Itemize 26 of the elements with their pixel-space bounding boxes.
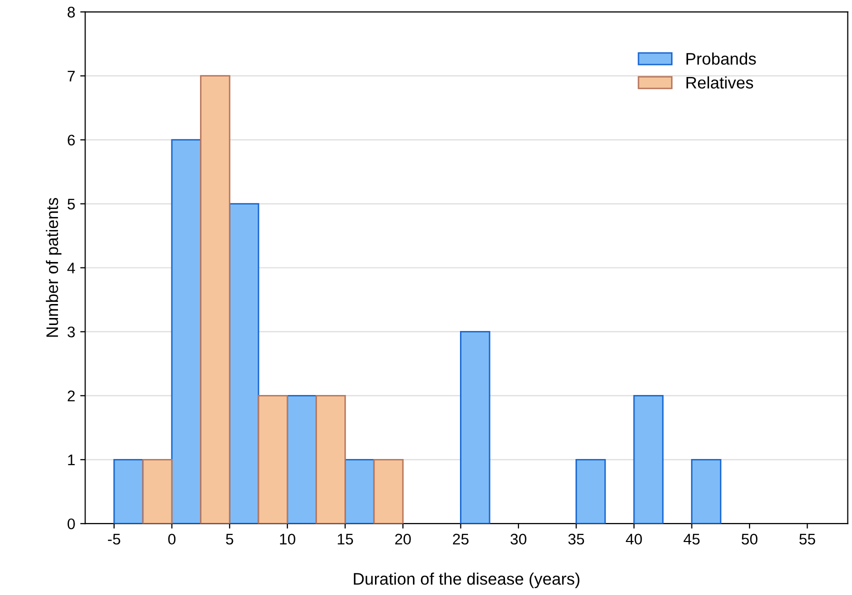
- x-tick-label: 25: [452, 534, 469, 545]
- y-tick-label: 7: [68, 70, 75, 82]
- x-tick-label: 0: [168, 534, 176, 545]
- legend-label: Probands: [686, 52, 756, 65]
- y-axis-title: Number of patients: [46, 198, 62, 337]
- y-tick-label: 1: [68, 454, 75, 466]
- y-tick-label: 5: [68, 198, 75, 210]
- x-tick-label: 15: [338, 534, 354, 545]
- y-tick-label: 3: [68, 326, 75, 338]
- x-tick-label: 5: [226, 534, 234, 545]
- y-tick-label: 6: [68, 134, 75, 146]
- y-tick-label: 8: [68, 6, 75, 18]
- x-axis-title: Duration of the disease (years): [354, 572, 580, 588]
- x-tick-label: -5: [108, 534, 120, 545]
- x-tick-label: 35: [568, 534, 584, 545]
- y-tick-label: 4: [67, 262, 76, 274]
- x-tick-label: 55: [799, 534, 816, 545]
- y-tick-label: 0: [68, 518, 75, 530]
- x-tick-label: 10: [280, 534, 296, 545]
- x-tick-label: 40: [626, 534, 642, 545]
- y-tick-label: 2: [68, 390, 75, 402]
- legend-label: Relatives: [686, 76, 754, 89]
- x-tick-label: 30: [510, 534, 526, 545]
- x-tick-label: 20: [395, 534, 411, 545]
- x-tick-label: 45: [684, 534, 700, 545]
- x-tick-label: 50: [742, 534, 758, 545]
